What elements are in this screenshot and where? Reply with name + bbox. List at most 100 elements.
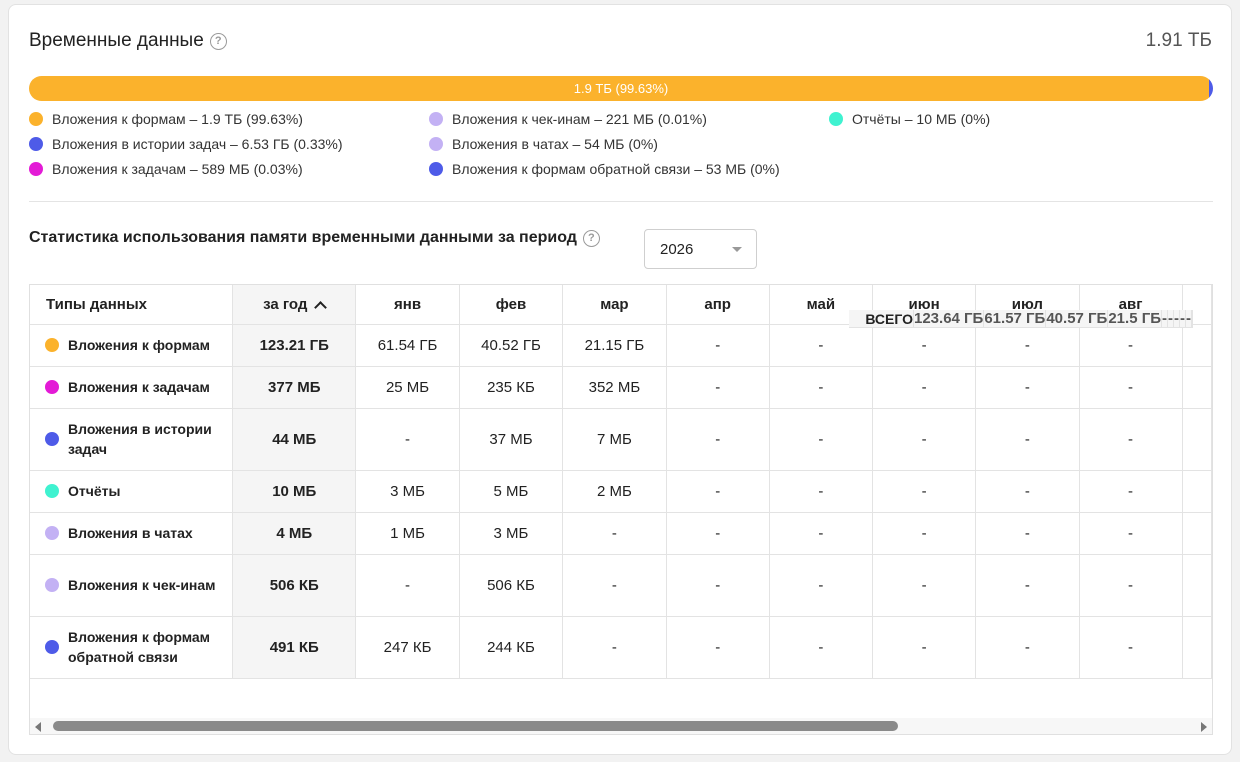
question-circle-icon[interactable]: ? (209, 32, 227, 50)
type-color-dot (45, 338, 59, 352)
legend-label: Вложения в чатах – 54 МБ (0%) (452, 136, 658, 152)
stats-header: Статистика использования памяти временны… (29, 229, 600, 247)
horizontal-scrollbar[interactable] (29, 718, 1213, 735)
month-cell: - (872, 470, 977, 513)
legend-dot (29, 137, 43, 151)
month-cell: 1 МБ (355, 512, 460, 555)
month-cell: - (975, 512, 1080, 555)
column-header-partial (1182, 285, 1212, 325)
month-cell: - (975, 408, 1080, 471)
month-cell: 244 КБ (459, 616, 564, 679)
month-cell: - (1079, 408, 1183, 471)
legend-dot (29, 162, 43, 176)
total-month-cell: 40.57 ГБ (1045, 310, 1109, 328)
total-month-cell: - (1167, 310, 1174, 328)
total-month-cell: 61.57 ГБ (983, 310, 1047, 328)
column-header-label: май (806, 295, 836, 313)
month-cell: - (975, 470, 1080, 513)
column-header-month: май (769, 285, 873, 325)
month-cell: 3 МБ (459, 512, 564, 555)
row-type-cell: Вложения к формам обратной связи (30, 616, 234, 679)
month-cell: - (1079, 512, 1183, 555)
column-header-label: фев (495, 295, 527, 313)
usage-bar-segment (29, 76, 1209, 101)
month-cell: 247 КБ (355, 616, 460, 679)
partial-cell (1182, 616, 1212, 679)
row-type-label: Вложения к чек-инам (68, 577, 216, 593)
row-type-cell: Отчёты (30, 470, 234, 513)
row-type-label: Вложения к задачам (68, 379, 210, 395)
type-color-dot (45, 526, 59, 540)
month-cell: - (975, 366, 1080, 409)
legend-label: Вложения в истории задач – 6.53 ГБ (0.33… (52, 136, 343, 152)
partial-cell (1182, 470, 1212, 513)
legend-dot (29, 112, 43, 126)
table-row: Вложения к формам 123.21 ГБ 61.54 ГБ 40.52 … (30, 324, 1212, 367)
scroll-left-icon[interactable] (35, 722, 41, 732)
scroll-right-icon[interactable] (1201, 722, 1207, 732)
total-row: ВСЕГО 123.64 ГБ 61.57 ГБ 40.57 ГБ 21.5 ГБ - - -… (849, 310, 1193, 348)
table-row: Вложения в истории задач 44 МБ -37 МБ 7 МБ -… (30, 408, 1212, 471)
type-color-dot (45, 380, 59, 394)
year-select[interactable]: 2026 (644, 229, 757, 269)
month-cell: - (872, 408, 977, 471)
month-cell: - (355, 408, 460, 471)
temp-data-card: Временные данные ? 1.91 ТБ 1.9 ТБ (99.63… (8, 4, 1232, 755)
row-type-cell: Вложения в истории задач (30, 408, 234, 471)
legend-item: Вложения к задачам – 589 МБ (0.03%) (29, 161, 303, 177)
year-total-cell: 10 МБ (232, 470, 357, 513)
legend-dot (429, 162, 443, 176)
year-total-cell: 4 МБ (232, 512, 357, 555)
legend-label: Вложения к чек-инам – 221 МБ (0.01%) (452, 111, 707, 127)
row-type-cell: Вложения к чек-инам (30, 554, 234, 617)
sort-ascending-icon[interactable] (314, 300, 328, 314)
month-cell: - (872, 616, 977, 679)
usage-bar-segment (1208, 76, 1213, 101)
usage-bar-label: 1.9 ТБ (99.63%) (573, 81, 669, 96)
partial-cell (1182, 366, 1212, 409)
month-cell: - (562, 554, 667, 617)
row-type-label: Вложения к формам (68, 337, 211, 353)
legend-label: Вложения к задачам – 589 МБ (0.03%) (52, 161, 303, 177)
legend-dot (429, 137, 443, 151)
column-header-month: янв (355, 285, 460, 325)
legend-item: Вложения в истории задач – 6.53 ГБ (0.33… (29, 136, 343, 152)
partial-cell (1182, 408, 1212, 471)
stats-table-container: Типы данных за год янв фев мар апр май июн июл ав… (29, 284, 1213, 718)
column-header-label: мар (600, 295, 629, 313)
legend-item: Вложения к формам обратной связи – 53 МБ… (429, 161, 780, 177)
scroll-thumb[interactable] (53, 721, 898, 731)
type-color-dot (45, 578, 59, 592)
legend-dot (829, 112, 843, 126)
column-header-year[interactable]: за год (232, 285, 357, 325)
divider (29, 201, 1213, 202)
card-header: Временные данные ? (29, 30, 227, 52)
column-header-label: янв (394, 295, 422, 313)
legend-label: Отчёты – 10 МБ (0%) (852, 111, 991, 127)
month-cell: - (666, 324, 770, 367)
table-row: Вложения к формам обратной связи 491 КБ 24… (30, 616, 1212, 679)
total-month-cell: - (1185, 310, 1192, 328)
total-year-cell: 123.64 ГБ (913, 310, 985, 328)
year-total-cell: 377 МБ (232, 366, 357, 409)
column-header-label: июл (1011, 295, 1043, 313)
month-cell: - (1079, 470, 1183, 513)
legend-label: Вложения к формам – 1.9 ТБ (99.63%) (52, 111, 303, 127)
month-cell: - (666, 554, 770, 617)
month-cell: 61.54 ГБ (355, 324, 460, 367)
month-cell: - (1079, 554, 1183, 617)
row-type-label: Отчёты (68, 483, 121, 499)
column-header-type: Типы данных (30, 285, 234, 325)
month-cell: - (1079, 366, 1183, 409)
stats-title: Статистика использования памяти временны… (29, 229, 577, 246)
month-cell: - (666, 408, 770, 471)
month-cell: 352 МБ (562, 366, 667, 409)
legend-item: Отчёты – 10 МБ (0%) (829, 111, 990, 127)
question-circle-icon[interactable]: ? (582, 229, 600, 247)
year-total-cell: 123.21 ГБ (232, 324, 357, 367)
month-cell: - (562, 616, 667, 679)
month-cell: 506 КБ (459, 554, 564, 617)
column-header-label: за год (263, 295, 308, 313)
column-header-label: Типы данных (46, 295, 147, 313)
month-cell: - (666, 616, 770, 679)
